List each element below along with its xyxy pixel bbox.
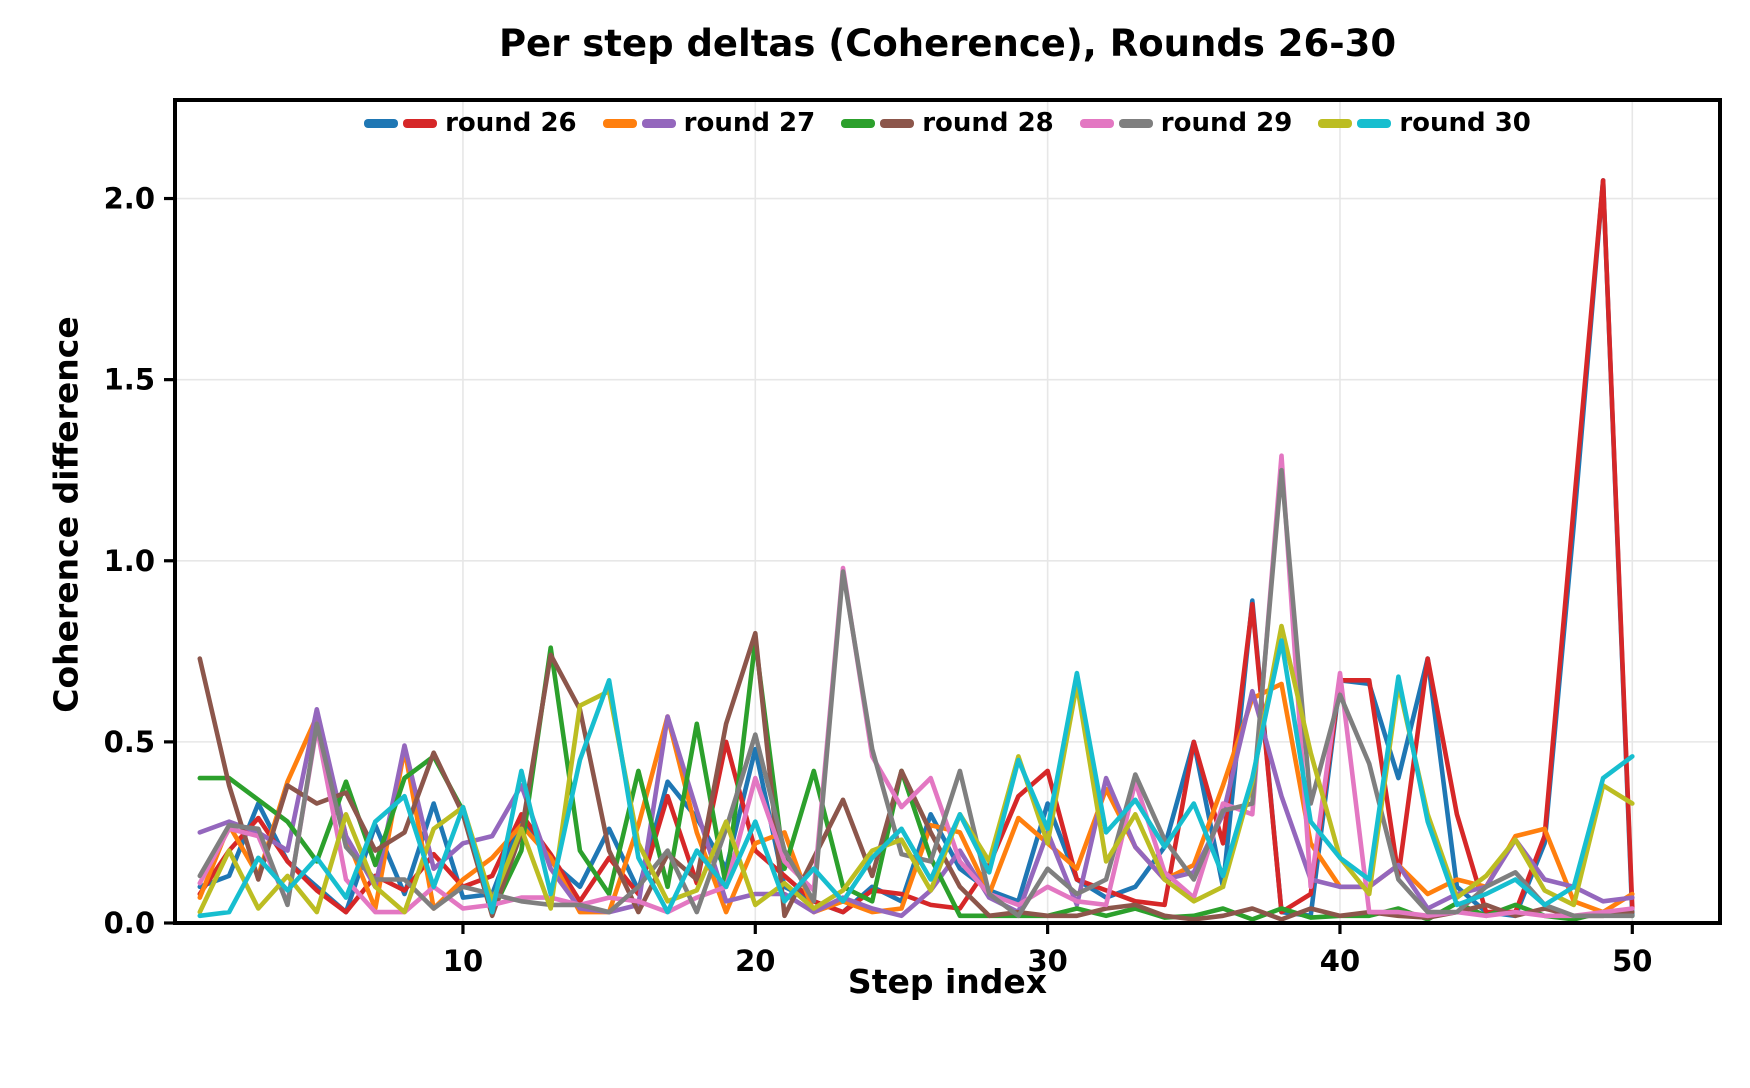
series-line-7: [197, 453, 1635, 919]
x-tick-label: 30: [1027, 944, 1067, 978]
y-axis-label: Coherence difference: [46, 316, 86, 713]
x-tick-label: 50: [1612, 944, 1652, 978]
y-tick-label: 0.0: [104, 906, 155, 940]
axes-spines: [173, 98, 1722, 925]
x-tick-label: 20: [735, 944, 775, 978]
chart-title: Per step deltas (Coherence), Rounds 26-3…: [498, 22, 1397, 65]
y-tick-label: 1.0: [104, 544, 155, 578]
x-tick-label: 40: [1320, 944, 1360, 978]
series-line-2: [197, 178, 1635, 915]
y-tick-label: 2.0: [104, 182, 155, 216]
x-axis-label: Step index: [847, 962, 1048, 1001]
y-tick-label: 1.5: [104, 363, 155, 397]
y-tick-label: 0.5: [104, 725, 155, 759]
x-tick-label: 10: [443, 944, 483, 978]
series-line-6: [197, 630, 1635, 922]
series-line-10: [197, 638, 1635, 919]
